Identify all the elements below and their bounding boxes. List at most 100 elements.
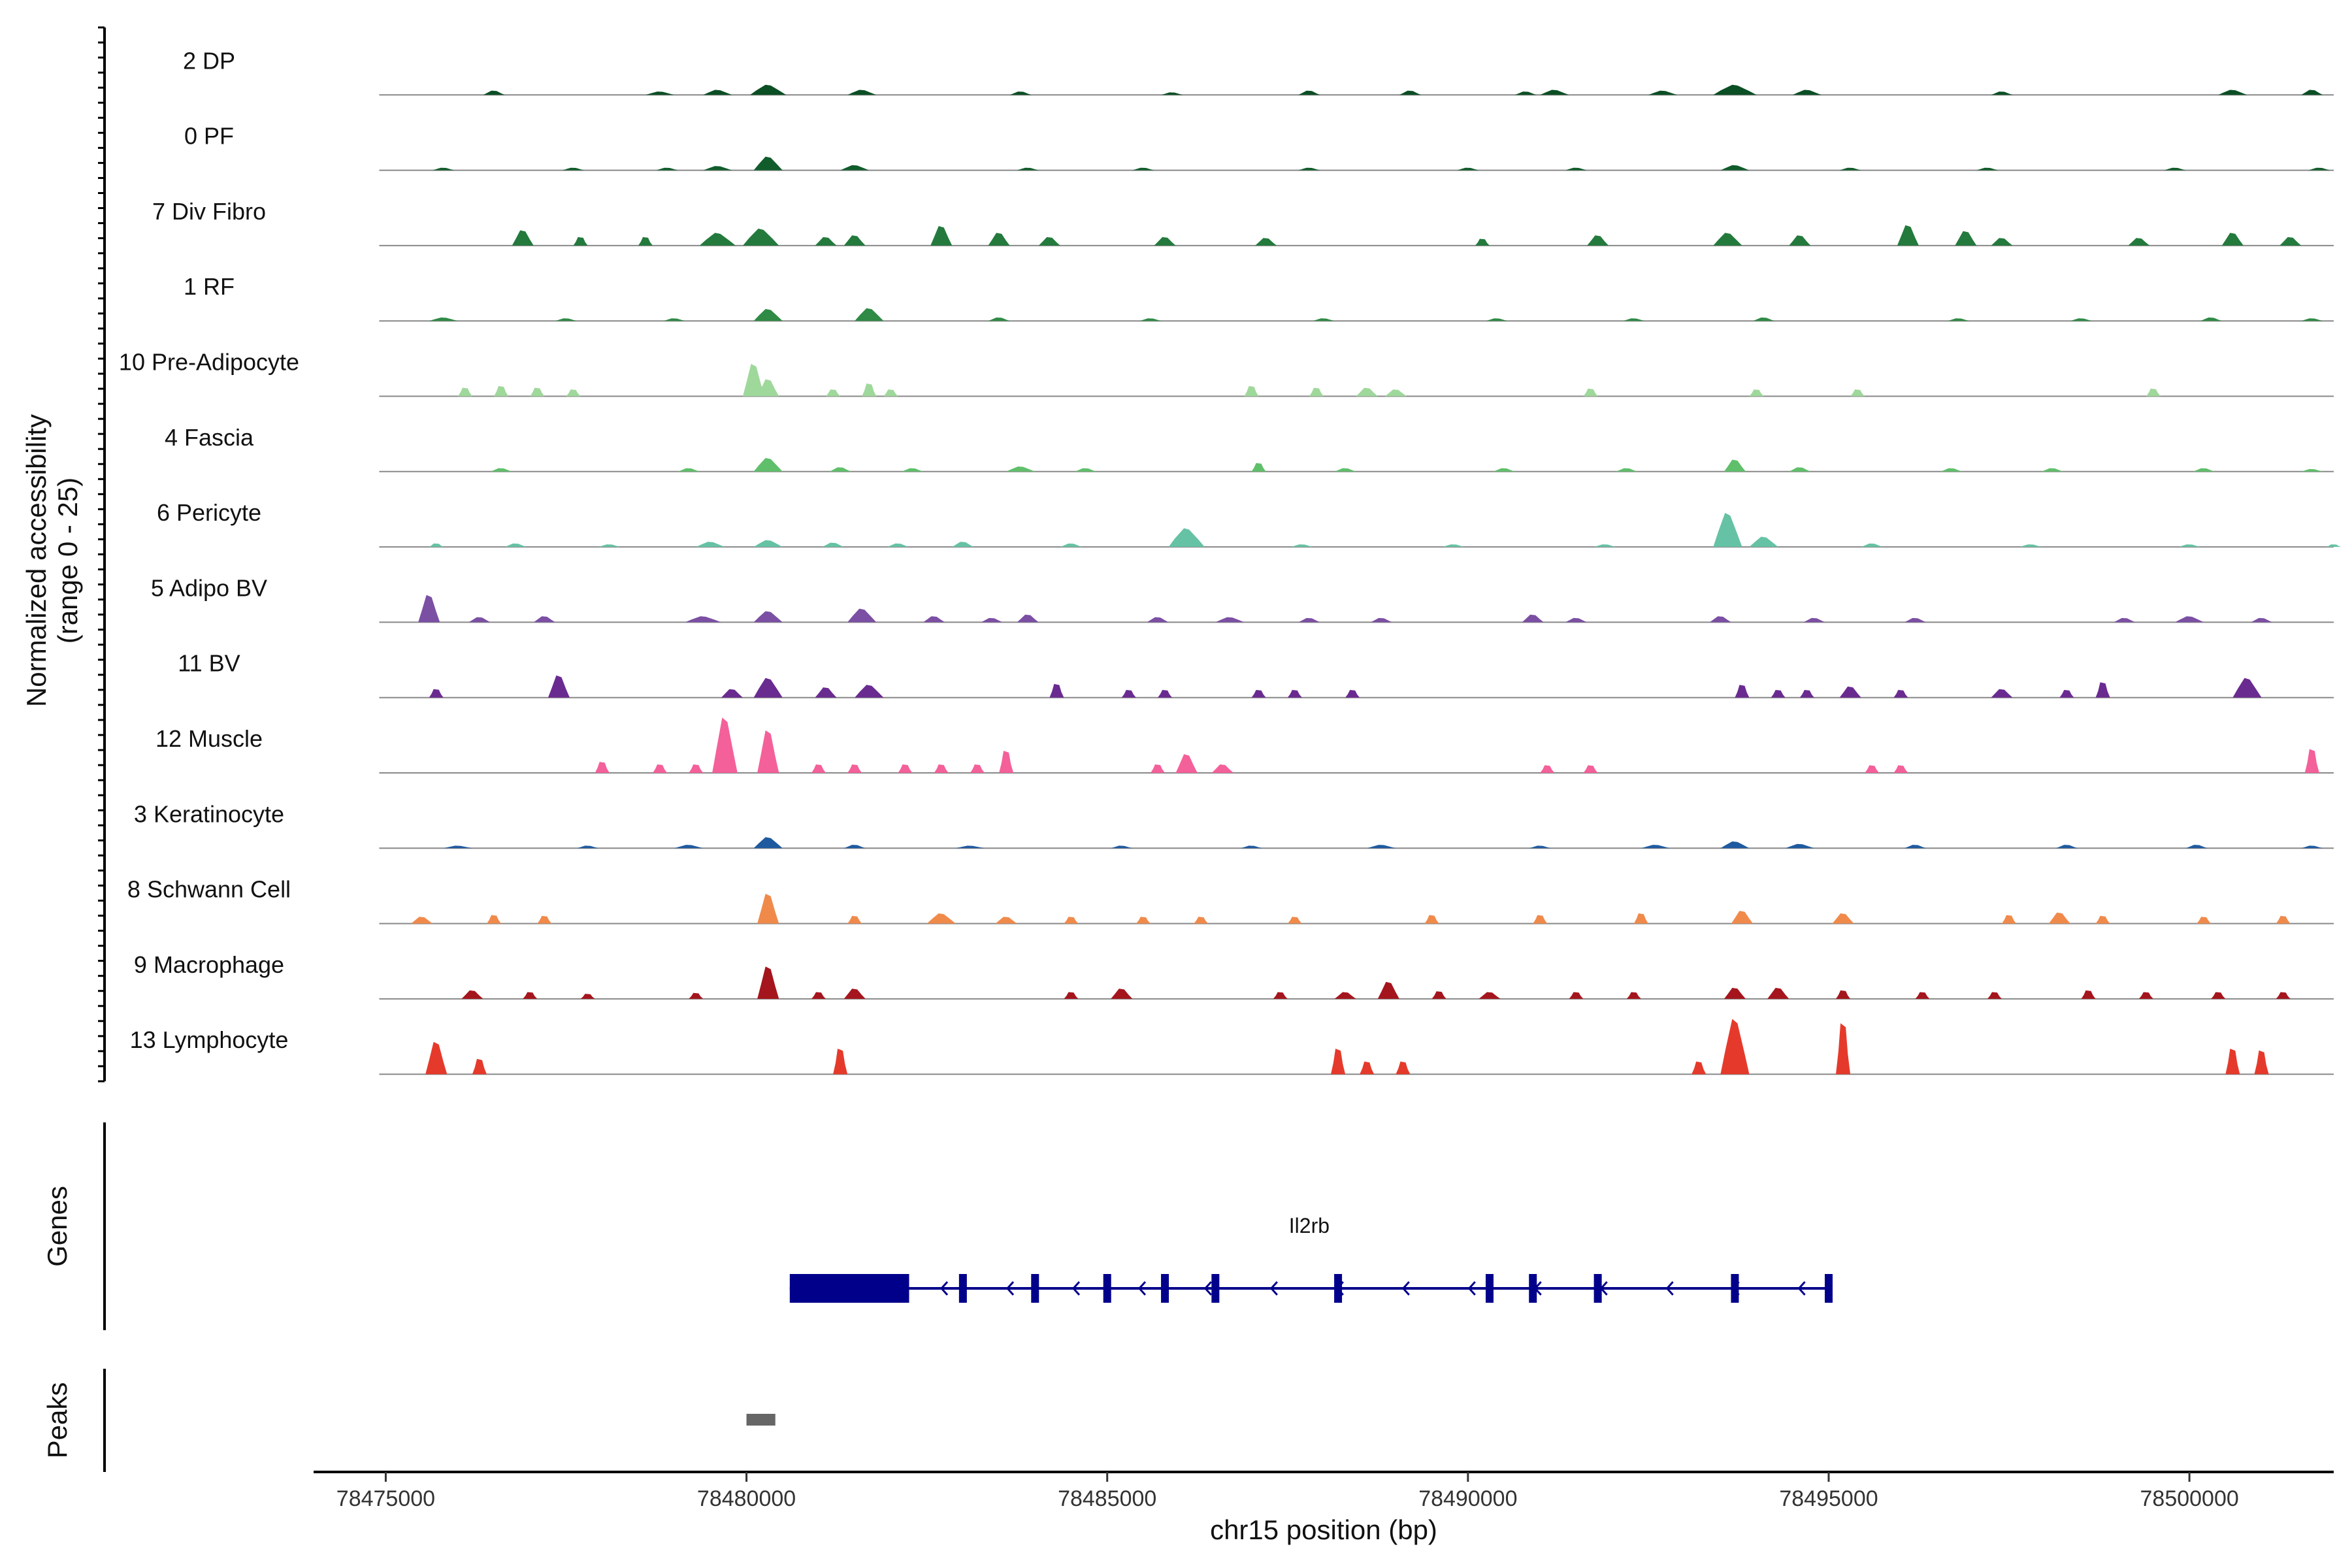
coverage-peak: [721, 689, 743, 698]
coverage-peak: [847, 915, 862, 924]
coverage-peak: [2304, 749, 2319, 773]
coverage-peak: [1251, 463, 1266, 472]
coverage-peak: [1049, 683, 1064, 698]
track-label: 11 BV: [178, 650, 240, 677]
coverage-peak: [1792, 90, 1821, 95]
coverage-peak: [1865, 765, 1880, 773]
coverage-peak: [1529, 845, 1551, 849]
coverage-peak: [743, 228, 779, 246]
gene-name-label: Il2rb: [1289, 1214, 1330, 1237]
coverage-peak: [1789, 235, 1811, 246]
coverage-peak: [1839, 686, 1861, 698]
gene-utr-block: [789, 1274, 906, 1303]
track-label: 8 Schwann Cell: [127, 876, 291, 903]
coverage-peak: [1893, 765, 1908, 773]
y-axis: [98, 26, 106, 1083]
coverage-peak: [1723, 988, 1746, 999]
coverage-peak: [577, 845, 599, 849]
coverage-peak: [2225, 1049, 2240, 1075]
coverage-peak: [855, 308, 884, 321]
coverage-peak: [1158, 690, 1173, 698]
coverage-peak: [2218, 90, 2247, 95]
coverage-peak: [598, 544, 621, 547]
coverage-peak: [1991, 238, 2013, 246]
track-10-pre-adipocyte: 10 Pre-Adipocyte: [119, 349, 2334, 397]
gene-il2rb: Il2rb: [789, 1214, 1833, 1303]
coverage-peak: [1215, 617, 1245, 623]
coverage-peak: [1583, 388, 1598, 397]
coverage-peak: [547, 675, 570, 698]
coverage-peak: [1211, 764, 1233, 773]
coverage-peak: [696, 542, 725, 547]
track-6-pericyte: 6 Pericyte: [157, 499, 2341, 548]
coverage-peak: [1623, 318, 1645, 321]
coverage-peak: [843, 845, 866, 849]
coverage-peak: [1713, 233, 1742, 246]
coverage-peak: [1370, 617, 1392, 623]
coverage-peak: [2327, 544, 2341, 547]
coverage-peak: [1334, 468, 1356, 472]
coverage-peak: [753, 837, 783, 849]
strand-arrow: [1401, 1281, 1410, 1296]
coverage-peak: [815, 687, 837, 698]
track-label: 13 Lymphocyte: [130, 1026, 289, 1053]
x-tick-label: 78480000: [697, 1486, 796, 1511]
coverage-peak: [1255, 238, 1277, 246]
coverage-peak: [1948, 318, 1970, 321]
coverage-peak: [1955, 231, 1977, 246]
genes-panel-title: Genes: [42, 1186, 73, 1267]
coverage-peak: [1038, 237, 1060, 246]
coverage-peak: [1345, 690, 1360, 698]
coverage-peak: [1749, 536, 1778, 547]
coverage-peak: [847, 608, 877, 623]
coverage-peak: [2200, 318, 2222, 321]
coverage-peak: [930, 226, 953, 246]
x-axis: 78475000 78480000 78485000 78490000 78495000…: [336, 1472, 2239, 1511]
coverage-peak: [1897, 225, 1919, 246]
coverage-peak: [555, 318, 578, 321]
coverage-peak: [1457, 167, 1479, 171]
coverage-peak: [1478, 992, 1501, 999]
coverage-peak: [757, 379, 779, 397]
coverage-peak: [1735, 685, 1750, 698]
track-label: 12 Muscle: [155, 725, 263, 752]
coverage-peak: [443, 845, 472, 849]
coverage-peak: [1987, 992, 2002, 999]
coverage-peak: [2175, 616, 2204, 623]
track-7-div-fibro: 7 Div Fibro: [152, 198, 2334, 246]
coverage-peak: [811, 764, 826, 773]
coverage-peak: [2301, 468, 2323, 472]
coverage-peak: [1399, 90, 1422, 95]
strand-arrow: [1533, 1281, 1542, 1296]
track-label: 3 Keratinocyte: [134, 800, 284, 827]
coverage-peak: [1789, 467, 1811, 472]
peak-region: [746, 1414, 776, 1426]
coverage-peak: [883, 389, 898, 397]
coverage-peak: [457, 387, 472, 397]
coverage-peak: [2276, 992, 2291, 999]
coverage-peak: [934, 764, 949, 773]
coverage-peak: [1287, 690, 1302, 698]
coverage-peak: [1799, 690, 1814, 698]
coverage-peak: [1915, 992, 1930, 999]
coverage-peak: [855, 685, 884, 698]
coverage-peak: [811, 992, 826, 999]
coverage-peak: [1017, 167, 1039, 171]
coverage-peak: [483, 90, 505, 95]
track-label: 10 Pre-Adipocyte: [119, 349, 299, 376]
coverage-peak: [843, 235, 866, 246]
coverage-peak: [1861, 543, 1883, 547]
coverage-peak: [1771, 690, 1786, 698]
gene-exon: [958, 1274, 967, 1303]
coverage-peak: [2095, 682, 2110, 698]
track-5-adipo-bv: 5 Adipo BV: [151, 574, 2334, 623]
coverage-tracks: 2 DP 0 PF 7 Div Fibro 1 RF 10 Pre-Adipocyte 4…: [119, 47, 2341, 1075]
coverage-peak: [1396, 1061, 1411, 1075]
coverage-peak: [490, 468, 512, 472]
track-12-muscle: 12 Muscle: [155, 717, 2334, 774]
coverage-peak: [429, 543, 444, 547]
coverage-peak: [425, 1041, 448, 1075]
strand-arrow: [1335, 1281, 1344, 1296]
x-tick-label: 78500000: [2140, 1486, 2239, 1511]
coverage-peak: [1540, 90, 1569, 95]
